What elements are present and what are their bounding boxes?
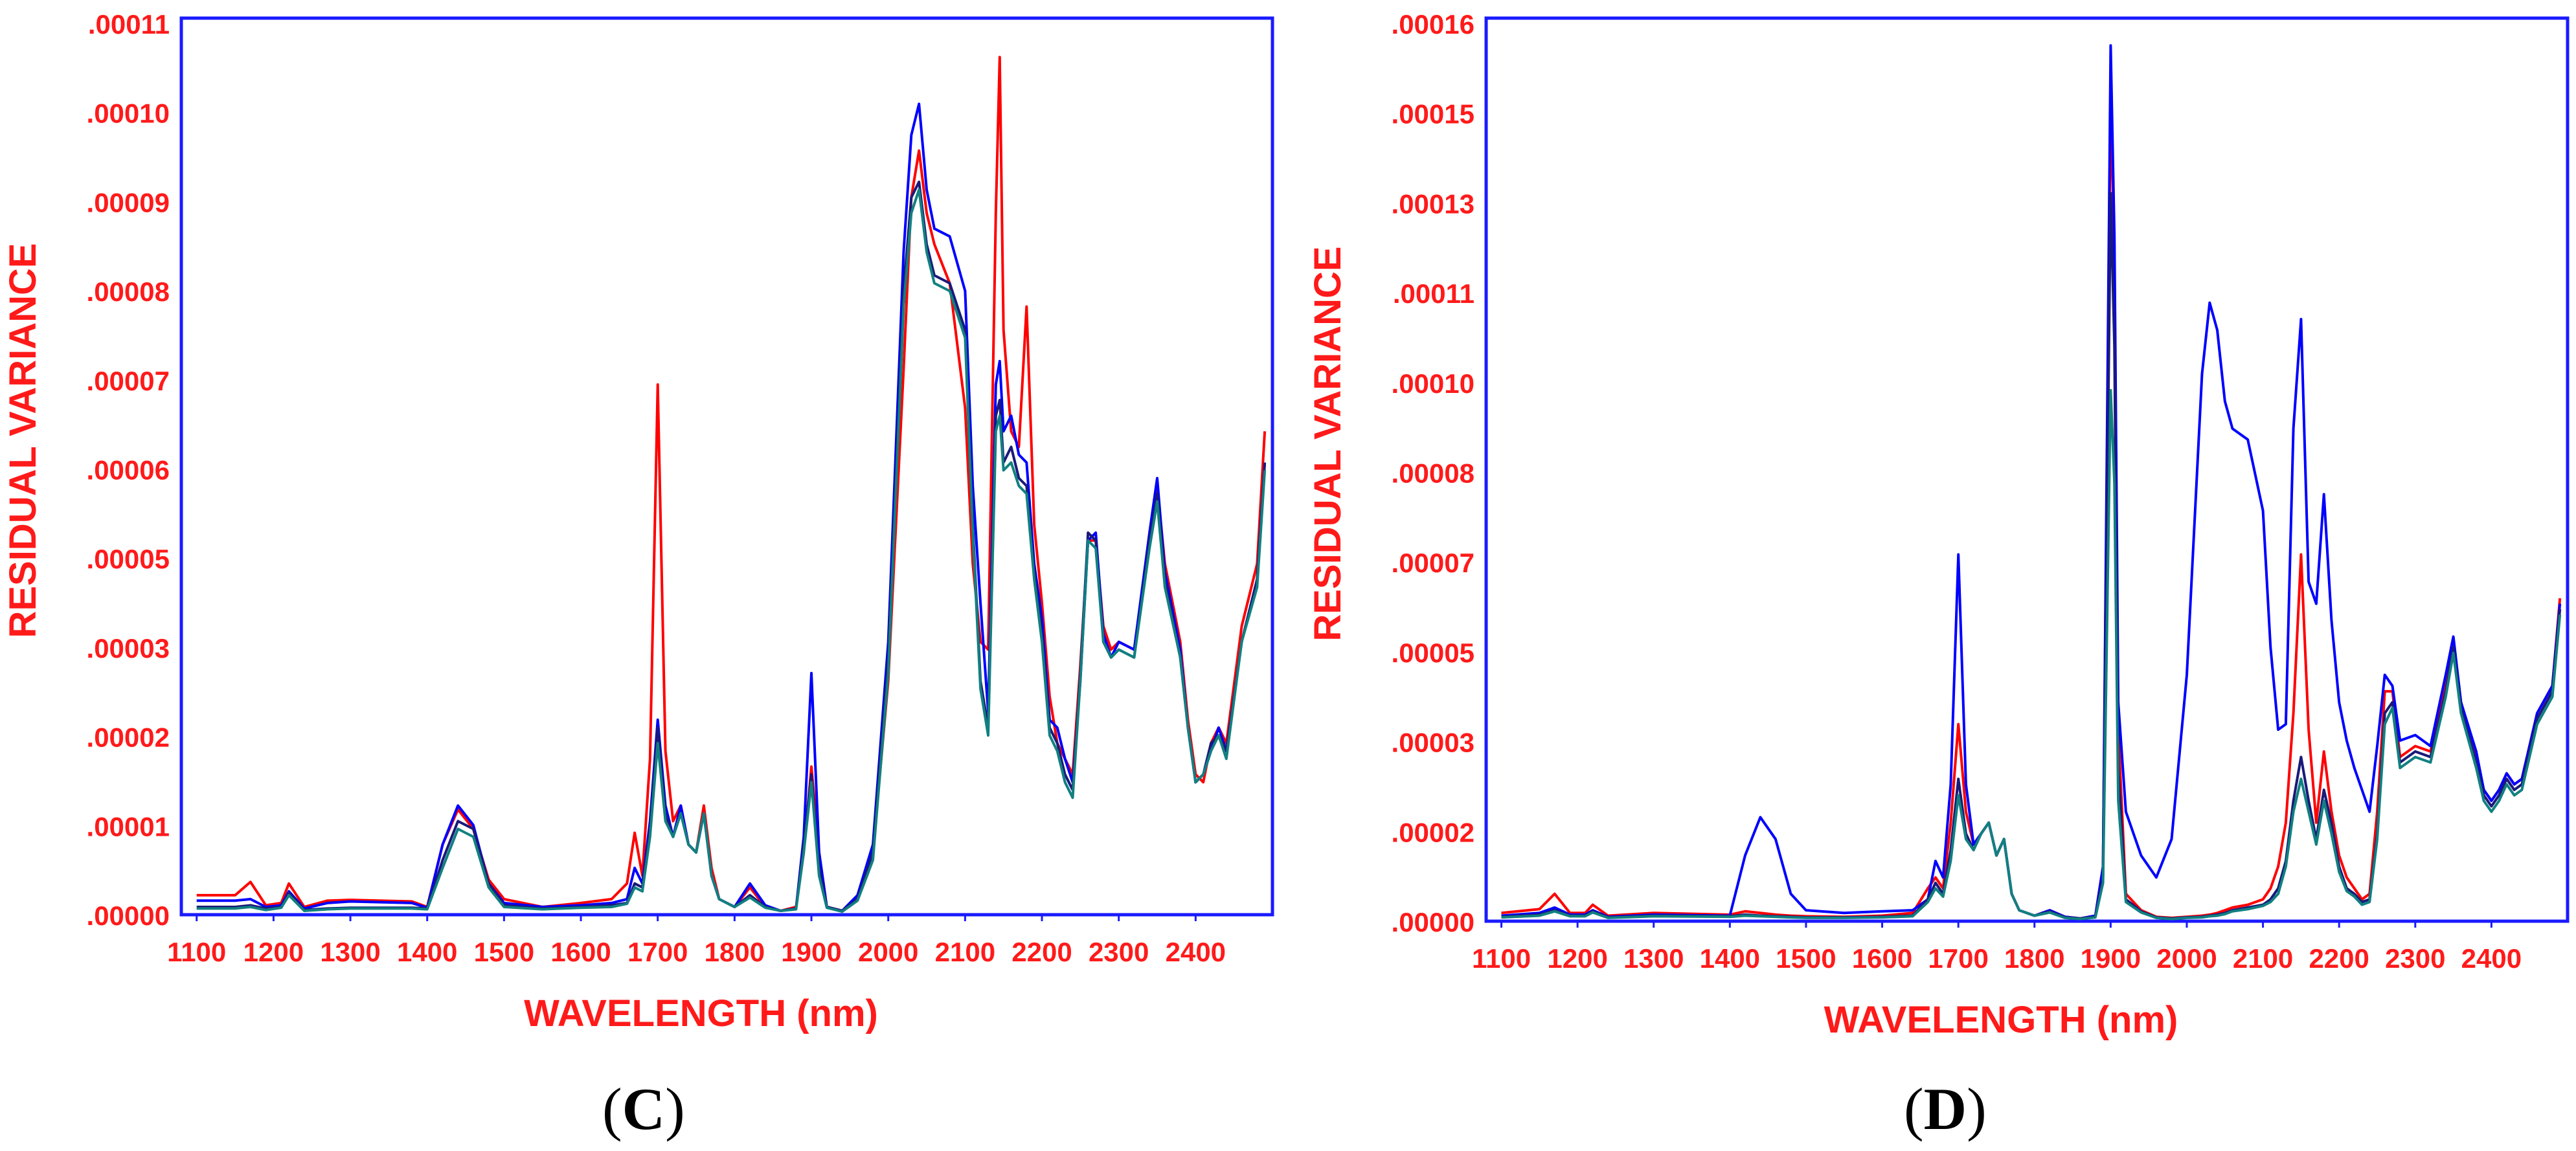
x-axis-label: WAVELENGTH (nm) bbox=[524, 992, 878, 1034]
x-tick-label: 2400 bbox=[1166, 937, 1226, 967]
x-tick-label: 2200 bbox=[1011, 937, 1072, 967]
y-tick-label: .00002 bbox=[1392, 817, 1474, 847]
x-tick-label: 1100 bbox=[167, 937, 226, 967]
x-tick-label: 1200 bbox=[243, 937, 304, 967]
x-tick-label: 2300 bbox=[2385, 943, 2445, 974]
x-tick-label: 1500 bbox=[474, 937, 534, 967]
x-tick-label: 2200 bbox=[2309, 943, 2369, 974]
x-tick-label: 1700 bbox=[1928, 943, 1988, 974]
panel-letter-d: D bbox=[1923, 1076, 1967, 1142]
x-tick-label: 1600 bbox=[550, 937, 611, 967]
x-tick-label: 2000 bbox=[858, 937, 918, 967]
y-tick-label: .00003 bbox=[87, 633, 170, 664]
y-tick-label: .00010 bbox=[87, 98, 170, 129]
x-tick-label: 1800 bbox=[2004, 943, 2064, 974]
series-line-1 bbox=[196, 56, 1267, 912]
y-tick-label: .00016 bbox=[1392, 9, 1474, 39]
y-tick-label: .00002 bbox=[87, 722, 170, 753]
series-line-4 bbox=[1501, 388, 2562, 921]
y-axis-label: RESIDUAL VARIANCE bbox=[1307, 246, 1349, 641]
y-tick-label: .00007 bbox=[87, 366, 170, 396]
series-line-2 bbox=[196, 102, 1267, 912]
y-tick-label: .00000 bbox=[87, 900, 170, 931]
chart-panel-c: 1100 1200 1300 1400 1500 1600 1700 1800 1900 2000… bbox=[2, 9, 1274, 1034]
x-tick-label: 2300 bbox=[1089, 937, 1149, 967]
panel-letter-c: C bbox=[622, 1076, 666, 1142]
x-tick-label: 1100 bbox=[1472, 943, 1531, 974]
series-line-1 bbox=[1501, 93, 2562, 920]
y-tick-label: .00000 bbox=[1392, 907, 1474, 937]
x-tick-label: 1500 bbox=[1776, 943, 1836, 974]
x-tick-label: 2100 bbox=[2233, 943, 2293, 974]
y-tick-label: .00001 bbox=[87, 811, 170, 842]
chart-panel-d: 1100 1200 1300 1400 1500 1600 1700 1800 1900 2000… bbox=[1307, 9, 2570, 1041]
y-tick-label: .00009 bbox=[87, 187, 170, 218]
y-tick-label: .00008 bbox=[87, 276, 170, 307]
y-tick-label: .00015 bbox=[1392, 99, 1474, 129]
y-tick-label: .00003 bbox=[1392, 728, 1474, 758]
plot-frame-c bbox=[179, 16, 1274, 917]
x-tick-label: 1700 bbox=[627, 937, 688, 967]
plot-frame-d bbox=[1484, 16, 2570, 923]
y-tick-label: .00007 bbox=[1392, 548, 1474, 578]
y-tick-label: .00010 bbox=[1392, 368, 1474, 399]
y-tick-label: .00013 bbox=[1392, 188, 1474, 219]
series-line-3 bbox=[196, 180, 1267, 912]
y-tick-label: .00006 bbox=[87, 455, 170, 486]
x-tick-label: 1600 bbox=[1852, 943, 1912, 974]
y-tick-label: .00005 bbox=[1392, 638, 1474, 668]
x-tick-label: 1800 bbox=[705, 937, 765, 967]
x-tick-label: 1200 bbox=[1547, 943, 1607, 974]
x-tick-label: 1400 bbox=[397, 937, 457, 967]
x-tick-label: 1900 bbox=[781, 937, 841, 967]
series-line-2 bbox=[1501, 44, 2562, 920]
series-line-3 bbox=[1501, 192, 2562, 920]
x-tick-label: 1400 bbox=[1700, 943, 1760, 974]
x-tick-label: 2000 bbox=[2156, 943, 2217, 974]
panel-caption-d: (D) bbox=[1904, 1076, 1987, 1142]
x-tick-label: 1900 bbox=[2081, 943, 2141, 974]
panel-caption-c: (C) bbox=[602, 1076, 685, 1142]
x-tick-label: 1300 bbox=[1623, 943, 1684, 974]
x-tick-label: 1300 bbox=[320, 937, 380, 967]
y-axis-label: RESIDUAL VARIANCE bbox=[2, 243, 44, 638]
x-tick-label: 2100 bbox=[935, 937, 995, 967]
series-line-4 bbox=[196, 188, 1267, 913]
y-tick-label: .00008 bbox=[1392, 458, 1474, 489]
x-tick-label: 2400 bbox=[2461, 943, 2522, 974]
y-tick-label: .00011 bbox=[88, 9, 170, 39]
x-axis-label: WAVELENGTH (nm) bbox=[1824, 999, 2178, 1041]
y-tick-label: .00005 bbox=[87, 544, 170, 574]
y-tick-label: .00011 bbox=[1393, 278, 1474, 309]
